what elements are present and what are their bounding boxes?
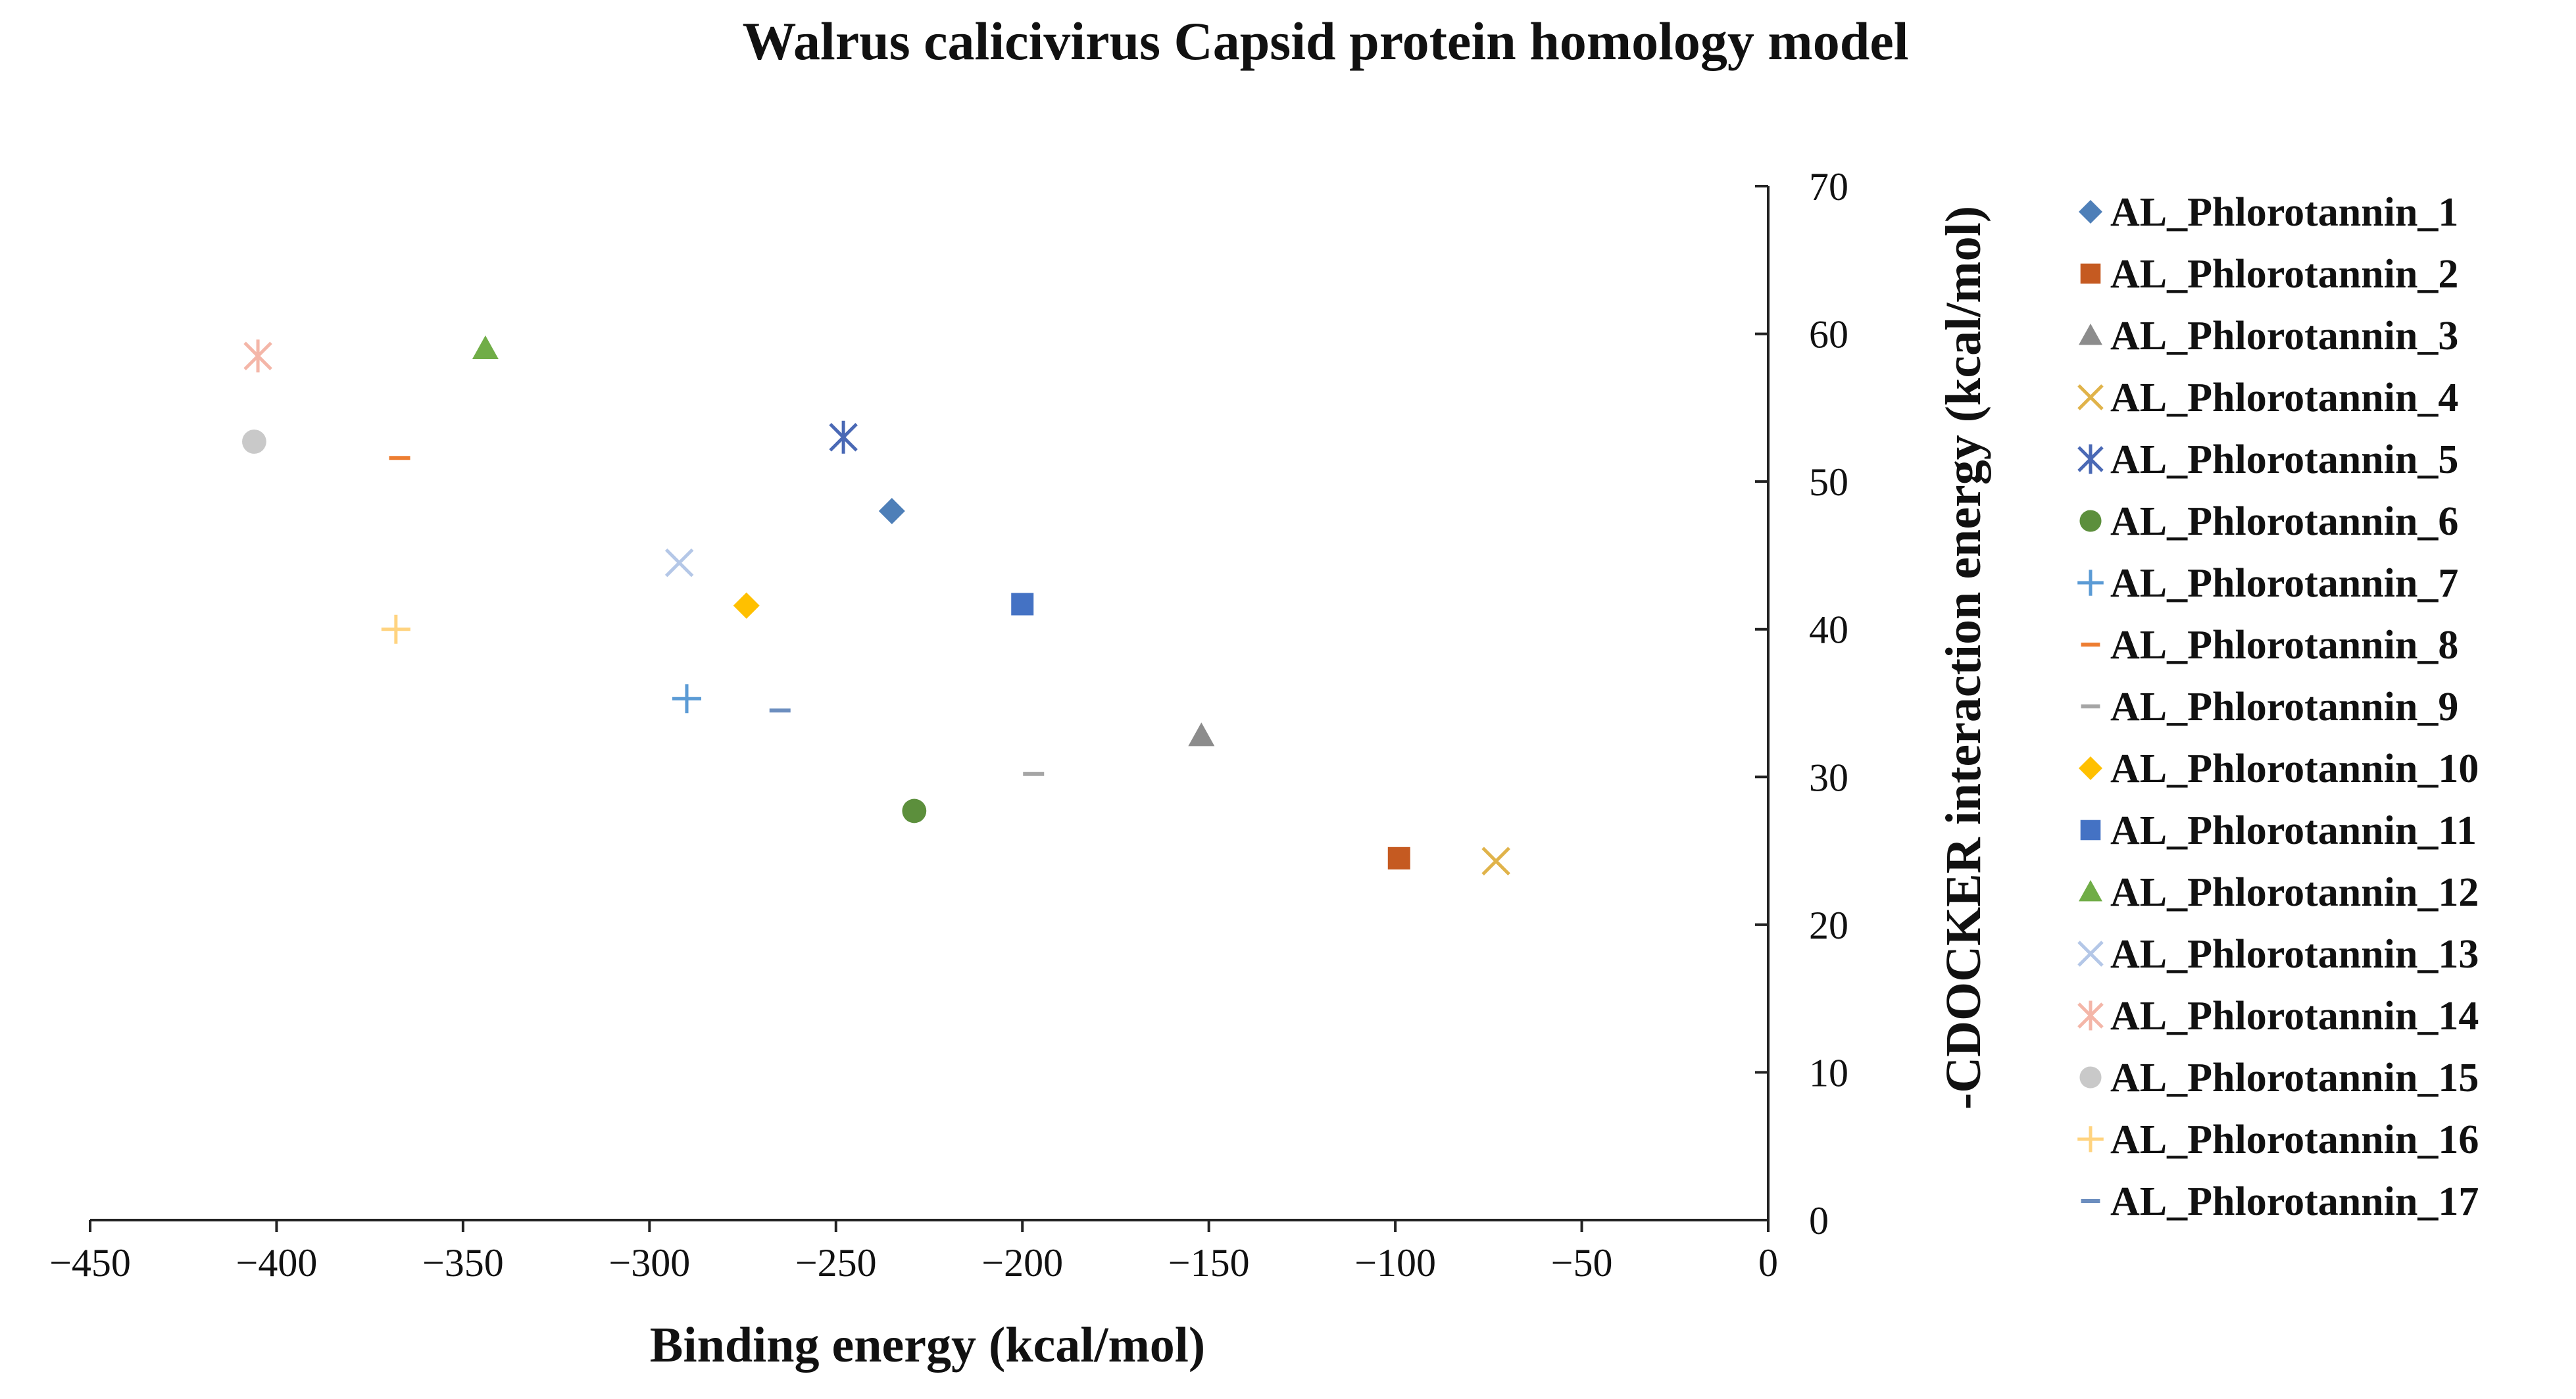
data-point-1 [878, 498, 905, 525]
y-tick-label: 30 [1809, 756, 1848, 799]
chart-title: Walrus calicivirus Capsid protein homolo… [742, 11, 1908, 71]
legend-marker-4 [2077, 384, 2104, 410]
x-tick-label: −100 [1354, 1241, 1436, 1285]
legend-marker-15 [2079, 1066, 2102, 1089]
y-tick-label: 50 [1809, 460, 1848, 504]
data-point-5 [829, 420, 858, 454]
legend-label-14: AL_Phlorotannin_14 [2110, 994, 2479, 1039]
data-point-3 [1188, 722, 1215, 747]
legend-label-10: AL_Phlorotannin_10 [2110, 747, 2479, 791]
y-tick-label: 20 [1809, 904, 1848, 947]
y-tick-label: 70 [1809, 165, 1848, 209]
legend-label-6: AL_Phlorotannin_6 [2110, 499, 2458, 544]
x-tick-label: −450 [49, 1241, 131, 1285]
legend-label-17: AL_Phlorotannin_17 [2110, 1179, 2479, 1224]
legend-marker-11 [2080, 820, 2101, 841]
legend-label-3: AL_Phlorotannin_3 [2110, 314, 2458, 358]
plot-area: −450 −400 −350 −300 −250 −200 −150 −100 −50 00 10 2… [49, 165, 1848, 1285]
data-point-12 [472, 335, 499, 360]
legend-marker-5 [2077, 444, 2104, 474]
legend-label-16: AL_Phlorotannin_16 [2110, 1117, 2479, 1162]
legend-marker-7 [2077, 570, 2104, 596]
legend-label-7: AL_Phlorotannin_7 [2110, 561, 2458, 606]
data-point-13 [664, 548, 694, 577]
legend-marker-14 [2077, 1000, 2104, 1031]
legend-label-12: AL_Phlorotannin_12 [2110, 870, 2479, 915]
legend-marker-16 [2077, 1126, 2104, 1152]
x-tick-label: −50 [1551, 1241, 1613, 1285]
x-tick-label: −350 [422, 1241, 504, 1285]
legend-marker-2 [2080, 263, 2101, 284]
legend-marker-13 [2077, 941, 2104, 967]
legend-label-11: AL_Phlorotannin_11 [2110, 808, 2477, 853]
legend: AL_Phlorotannin_1 AL_Phlorotannin_2 AL_Phl… [2077, 190, 2479, 1224]
legend-marker-10 [2079, 756, 2102, 780]
data-point-7 [672, 684, 702, 714]
legend-label-5: AL_Phlorotannin_5 [2110, 437, 2458, 482]
legend-label-4: AL_Phlorotannin_4 [2110, 376, 2458, 420]
data-point-16 [381, 614, 410, 644]
legend-marker-6 [2079, 510, 2102, 532]
y-tick-label: 0 [1809, 1199, 1829, 1242]
legend-label-15: AL_Phlorotannin_15 [2110, 1056, 2479, 1100]
data-point-15 [242, 430, 266, 454]
x-tick-label: 0 [1758, 1241, 1778, 1285]
legend-label-2: AL_Phlorotannin_2 [2110, 252, 2458, 297]
data-point-10 [733, 592, 760, 619]
legend-marker-3 [2079, 324, 2102, 345]
y-tick-label: 60 [1809, 313, 1848, 356]
x-tick-label: −150 [1168, 1241, 1250, 1285]
x-tick-label: −300 [608, 1241, 690, 1285]
x-tick-label: −400 [236, 1241, 318, 1285]
data-point-11 [1011, 593, 1034, 616]
legend-marker-12 [2079, 880, 2102, 902]
legend-marker-1 [2079, 200, 2102, 224]
legend-label-13: AL_Phlorotannin_13 [2110, 932, 2479, 977]
data-point-2 [1387, 847, 1410, 870]
y-tick-label: 10 [1809, 1051, 1848, 1094]
y-tick-label: 40 [1809, 608, 1848, 652]
y-axis-title: -CDOCKER interaction energy (kcal/mol) [1936, 206, 1991, 1110]
data-point-14 [243, 339, 272, 373]
legend-label-8: AL_Phlorotannin_8 [2110, 623, 2458, 668]
x-axis-title: Binding energy (kcal/mol) [650, 1317, 1205, 1373]
data-point-6 [902, 798, 927, 823]
legend-label-1: AL_Phlorotannin_1 [2110, 190, 2458, 235]
data-point-4 [1481, 847, 1510, 876]
x-tick-label: −250 [795, 1241, 877, 1285]
legend-label-9: AL_Phlorotannin_9 [2110, 685, 2458, 729]
x-tick-label: −200 [981, 1241, 1063, 1285]
